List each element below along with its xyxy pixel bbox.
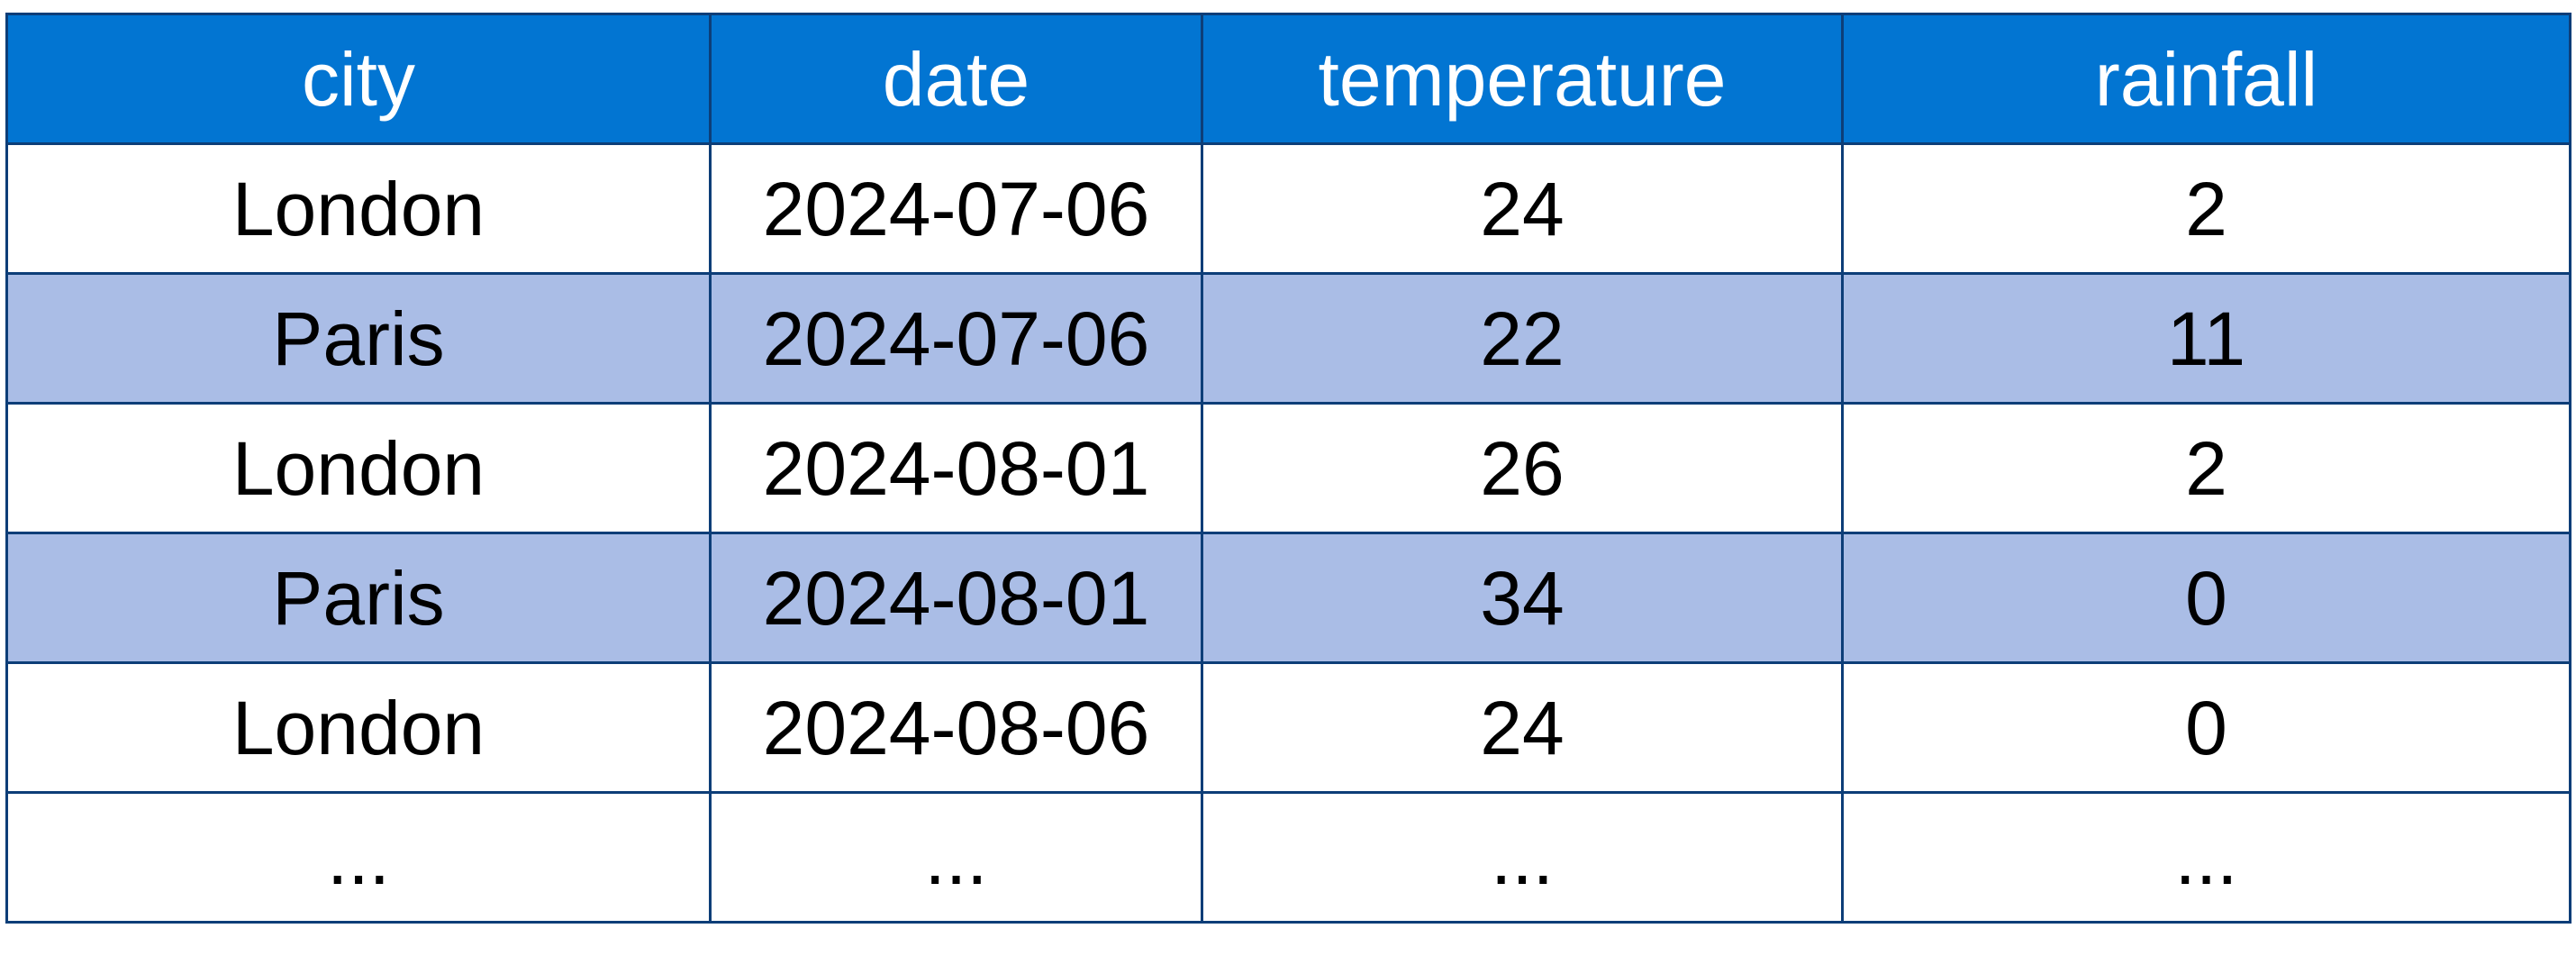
cell-rainfall: ... (1841, 791, 2571, 924)
column-header-date: date (709, 13, 1203, 145)
cell-city: London (5, 142, 712, 275)
cell-rainfall: 0 (1841, 661, 2571, 794)
cell-rainfall: 2 (1841, 142, 2571, 275)
cell-date: 2024-08-01 (709, 532, 1203, 664)
cell-rainfall: 0 (1841, 532, 2571, 664)
cell-date: 2024-08-06 (709, 661, 1203, 794)
table-row-ellipsis: ... ... ... ... (5, 791, 2571, 924)
table-row: Paris 2024-07-06 22 11 (5, 272, 2571, 405)
table-row: London 2024-08-06 24 0 (5, 661, 2571, 794)
cell-date: 2024-08-01 (709, 402, 1203, 534)
cell-city: London (5, 661, 712, 794)
cell-rainfall: 2 (1841, 402, 2571, 534)
column-header-city: city (5, 13, 712, 145)
column-header-rainfall: rainfall (1841, 13, 2571, 145)
cell-city: Paris (5, 532, 712, 664)
cell-temperature: 24 (1201, 142, 1844, 275)
cell-temperature: 24 (1201, 661, 1844, 794)
cell-date: 2024-07-06 (709, 142, 1203, 275)
cell-temperature: 22 (1201, 272, 1844, 405)
column-header-temperature: temperature (1201, 13, 1844, 145)
header-row: city date temperature rainfall (5, 13, 2571, 145)
cell-date: 2024-07-06 (709, 272, 1203, 405)
cell-temperature: 26 (1201, 402, 1844, 534)
cell-rainfall: 11 (1841, 272, 2571, 405)
data-table: city date temperature rainfall London 20… (5, 13, 2571, 924)
table-row: London 2024-07-06 24 2 (5, 142, 2571, 275)
cell-city: ... (5, 791, 712, 924)
cell-city: Paris (5, 272, 712, 405)
cell-temperature: ... (1201, 791, 1844, 924)
cell-city: London (5, 402, 712, 534)
table-row: London 2024-08-01 26 2 (5, 402, 2571, 534)
cell-date: ... (709, 791, 1203, 924)
cell-temperature: 34 (1201, 532, 1844, 664)
table-row: Paris 2024-08-01 34 0 (5, 532, 2571, 664)
